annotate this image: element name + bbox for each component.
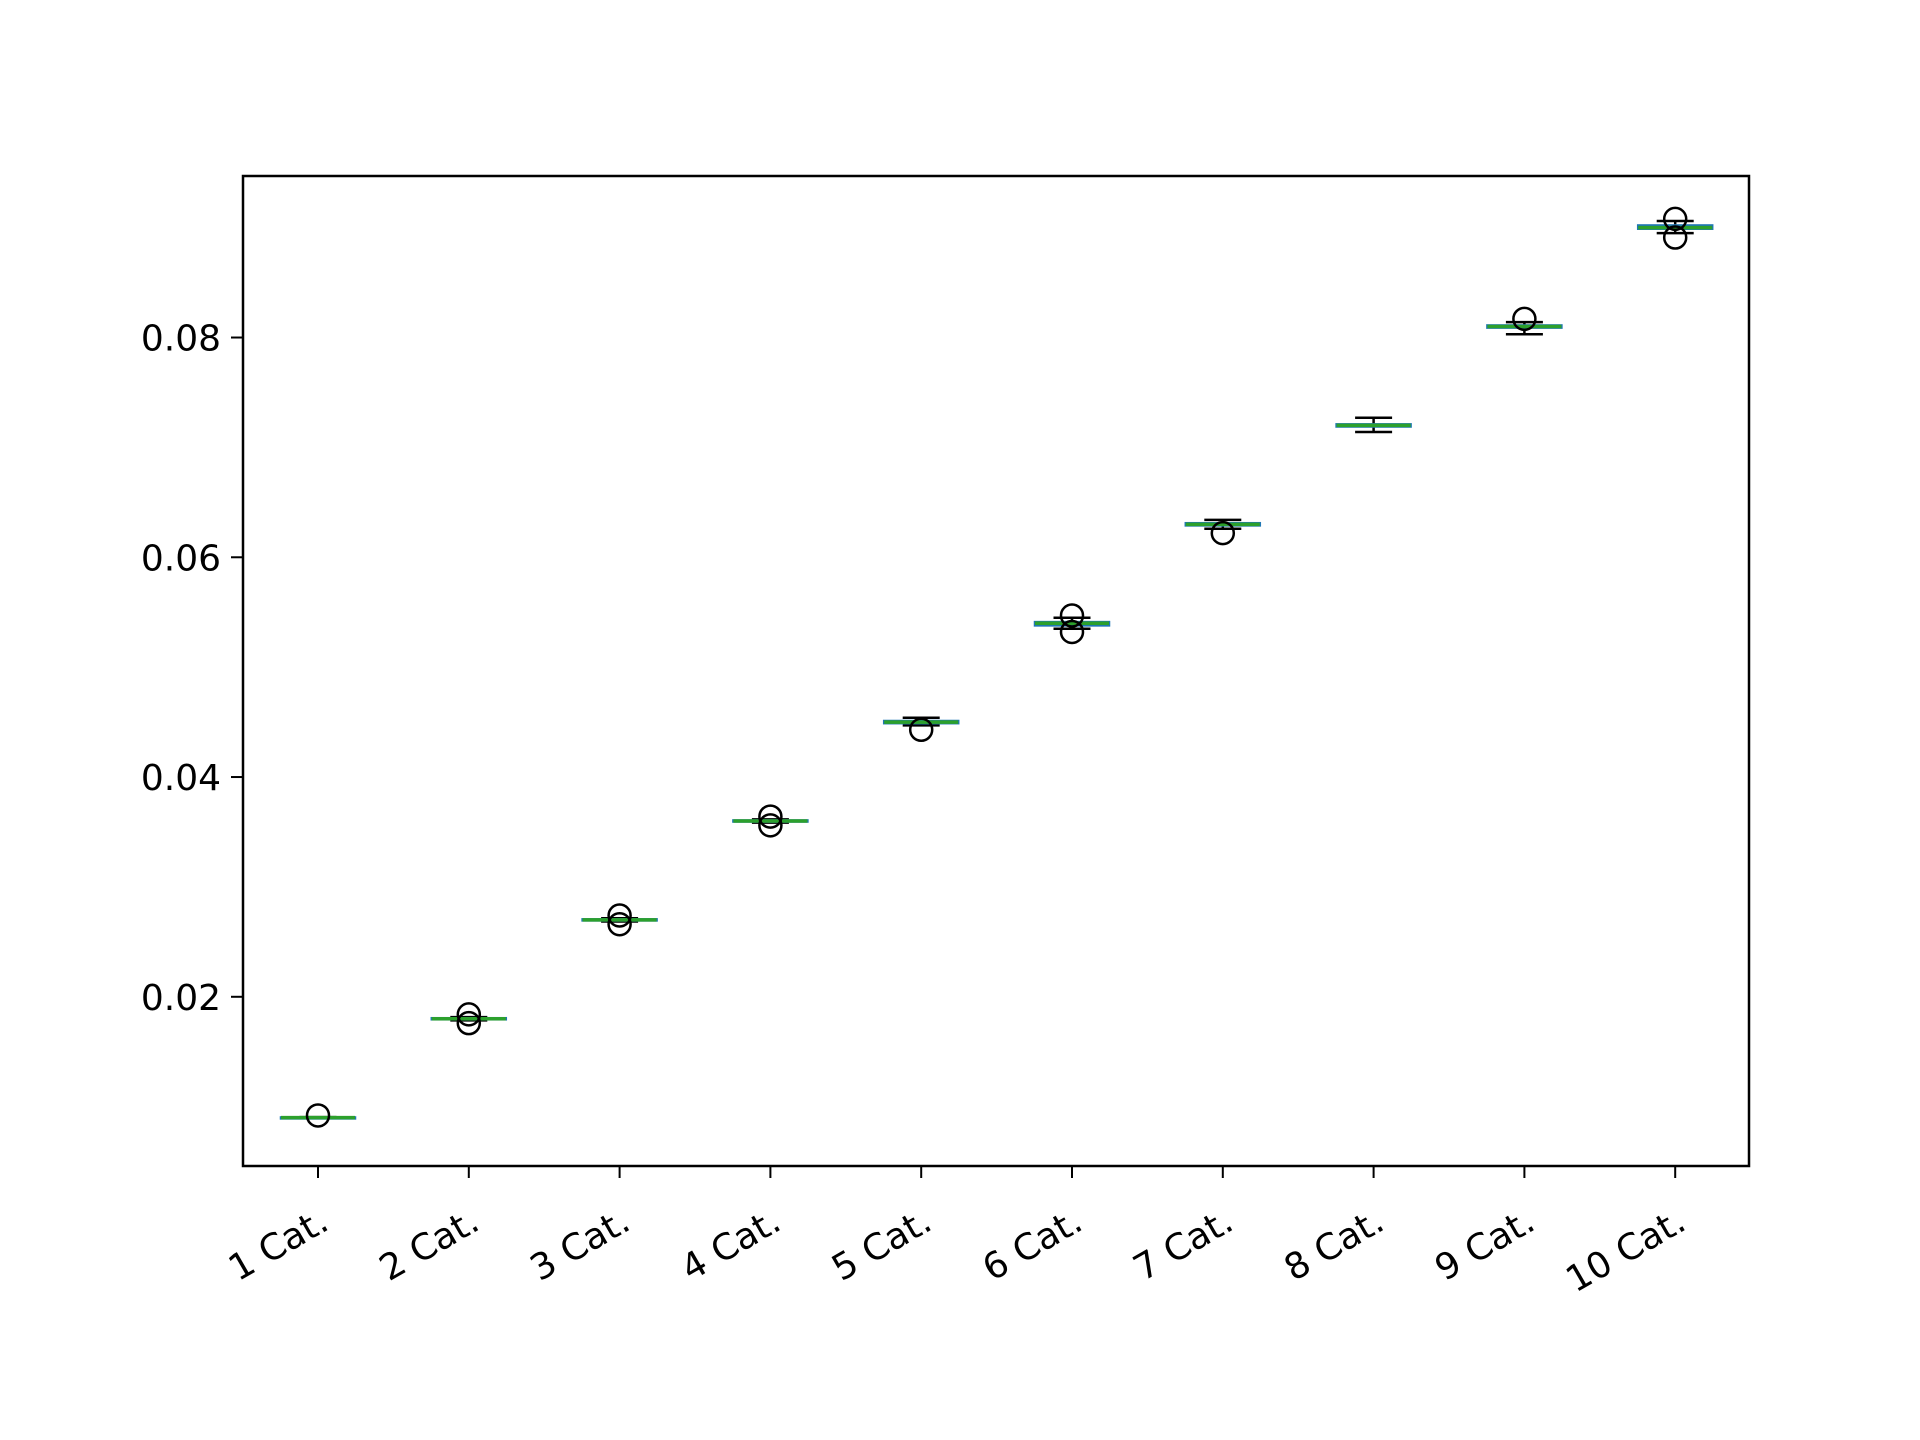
flier-point — [607, 903, 632, 928]
y-tick-label: 0.04 — [141, 758, 221, 799]
box-group — [279, 1103, 357, 1128]
y-axis: 0.02 0.04 0.06 0.08 — [141, 319, 243, 1019]
flier-point — [758, 804, 783, 829]
box-group — [430, 1002, 508, 1036]
box-group — [1335, 416, 1412, 434]
flier-point — [607, 912, 632, 937]
flier-point — [456, 1010, 482, 1036]
plot-frame — [241, 174, 1751, 1168]
box-group — [1033, 603, 1111, 645]
flier-point — [1059, 619, 1085, 645]
y-tick-label: 0.02 — [141, 978, 221, 1019]
box-group — [1636, 206, 1714, 250]
box-group — [1486, 306, 1563, 336]
flier-point — [1662, 206, 1688, 232]
box-group — [581, 903, 658, 937]
flier-point — [305, 1103, 331, 1128]
box-group — [882, 716, 960, 743]
flier-point — [1210, 520, 1236, 546]
flier-point — [1662, 225, 1688, 250]
y-tick-label: 0.08 — [141, 319, 221, 360]
flier-point — [456, 1002, 482, 1027]
flier-point — [1059, 603, 1085, 628]
flier-point — [758, 813, 783, 838]
box-group — [732, 804, 809, 838]
plot-marks — [279, 206, 1714, 1128]
y-tick-label: 0.06 — [141, 538, 221, 579]
flier-point — [908, 717, 934, 743]
flier-point — [1512, 306, 1537, 332]
box-group — [1184, 518, 1262, 546]
